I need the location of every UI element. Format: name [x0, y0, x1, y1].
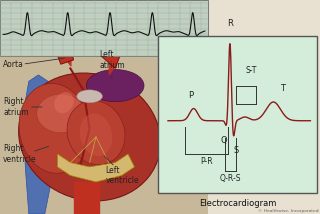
- Ellipse shape: [67, 101, 125, 165]
- Ellipse shape: [19, 73, 161, 201]
- Text: © Healthwise, Incorporated: © Healthwise, Incorporated: [258, 209, 318, 213]
- Text: P: P: [188, 91, 193, 100]
- Text: Q-R-S: Q-R-S: [220, 174, 241, 183]
- Ellipse shape: [37, 94, 85, 133]
- Text: Left
atrium: Left atrium: [99, 50, 125, 70]
- Polygon shape: [22, 75, 54, 214]
- Polygon shape: [54, 32, 122, 68]
- Text: Electrocardiogram: Electrocardiogram: [199, 199, 276, 208]
- Text: Aorta: Aorta: [3, 60, 24, 69]
- Ellipse shape: [86, 70, 144, 102]
- Text: Right
atrium: Right atrium: [3, 97, 29, 117]
- Ellipse shape: [54, 92, 74, 113]
- Text: Q: Q: [220, 136, 227, 145]
- Ellipse shape: [19, 83, 90, 173]
- Bar: [0, 0, 208, 56]
- Text: waves: waves: [224, 212, 251, 214]
- Text: R: R: [227, 19, 233, 28]
- Text: Right
ventricle: Right ventricle: [3, 144, 37, 164]
- Text: T: T: [280, 85, 285, 94]
- Text: S-T: S-T: [246, 66, 257, 76]
- Text: S: S: [234, 146, 239, 155]
- Ellipse shape: [77, 90, 102, 103]
- Ellipse shape: [80, 113, 112, 156]
- Text: Left
ventricle: Left ventricle: [106, 166, 139, 185]
- Bar: [0, 51, 208, 214]
- Bar: [158, 36, 317, 193]
- Polygon shape: [58, 154, 134, 182]
- Text: P-R: P-R: [200, 157, 213, 166]
